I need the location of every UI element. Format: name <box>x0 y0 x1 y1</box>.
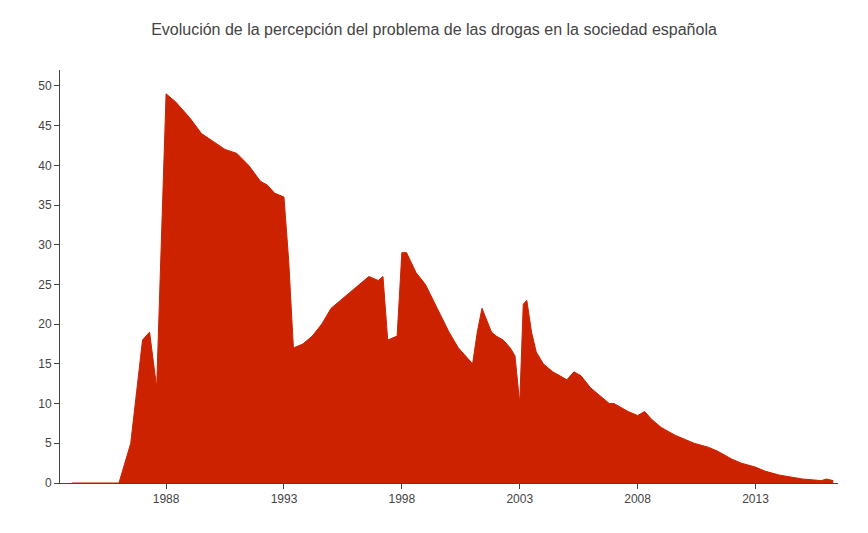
svg-text:45: 45 <box>38 119 52 133</box>
svg-text:10: 10 <box>38 397 52 411</box>
svg-text:5: 5 <box>45 436 52 450</box>
svg-text:2008: 2008 <box>624 492 651 506</box>
svg-text:0: 0 <box>45 476 52 490</box>
svg-text:20: 20 <box>38 317 52 331</box>
svg-text:35: 35 <box>38 198 52 212</box>
svg-text:1988: 1988 <box>153 492 180 506</box>
svg-text:50: 50 <box>38 79 52 93</box>
svg-text:30: 30 <box>38 238 52 252</box>
svg-text:Evolución de la percepción del: Evolución de la percepción del problema … <box>151 21 717 38</box>
svg-text:1998: 1998 <box>388 492 415 506</box>
svg-text:40: 40 <box>38 159 52 173</box>
svg-text:15: 15 <box>38 357 52 371</box>
svg-text:2003: 2003 <box>506 492 533 506</box>
svg-text:25: 25 <box>38 278 52 292</box>
svg-text:1993: 1993 <box>271 492 298 506</box>
svg-text:2013: 2013 <box>742 492 769 506</box>
